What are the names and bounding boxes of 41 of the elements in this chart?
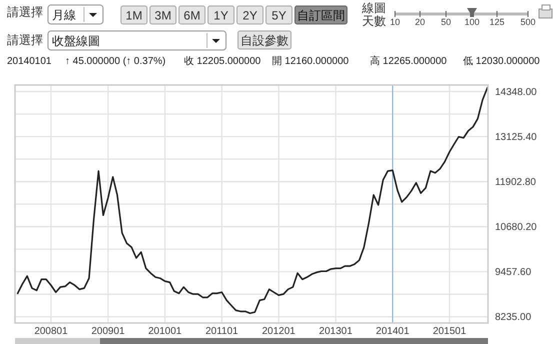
text: 月線 — [52, 8, 76, 22]
text: 開 12160.000000 — [272, 56, 350, 67]
text: 自訂區間 — [297, 8, 345, 22]
line-series — [16, 86, 488, 314]
y-tick-label: 8235.00 — [495, 312, 532, 324]
y-tick-label: 9457.60 — [495, 267, 532, 278]
x-tick-label: 201301 — [319, 326, 353, 337]
y-tick-label: 10680.20 — [495, 222, 538, 234]
text: 3M — [154, 8, 172, 22]
x-tick-label: 201501 — [432, 326, 467, 337]
text: 2Y — [242, 8, 258, 22]
y-tick-label: 14348.00 — [495, 87, 538, 98]
text: 5Y — [272, 8, 286, 22]
text: 6M — [184, 8, 200, 22]
text: ↑ 45.000000 (↑ 0.37%) — [65, 56, 166, 67]
text: 1Y — [214, 8, 228, 22]
text: 收盤線圖 — [52, 34, 100, 48]
text: 1M — [126, 8, 142, 22]
x-tick-label: 201101 — [205, 326, 239, 337]
text: 125 — [489, 17, 505, 27]
text: 高 12265.000000 — [370, 55, 448, 67]
text: 50 — [440, 17, 452, 27]
x-tick-label: 201001 — [148, 326, 182, 337]
y-tick-label: 11902.80 — [495, 177, 536, 188]
x-tick-label: 200801 — [34, 326, 68, 337]
text: 天數 — [362, 14, 386, 28]
y-tick-label: 13125.40 — [495, 132, 538, 144]
text: 收 12205.000000 — [184, 56, 262, 67]
text: 低 12030.000000 — [463, 56, 540, 67]
text: 10 — [390, 17, 400, 27]
x-tick-label: 201201 — [262, 326, 296, 337]
x-tick-label: 201401 — [376, 326, 410, 337]
text: 20 — [414, 17, 426, 27]
text: 請選擇 — [7, 5, 43, 19]
text: 線圖 — [361, 1, 386, 15]
text: 100 — [464, 17, 480, 27]
text: 自設參數 — [240, 34, 288, 48]
text: 500 — [520, 17, 536, 27]
text: 請選擇 — [7, 33, 43, 47]
text: 20140101 — [7, 56, 52, 67]
x-tick-label: 200901 — [91, 326, 126, 337]
